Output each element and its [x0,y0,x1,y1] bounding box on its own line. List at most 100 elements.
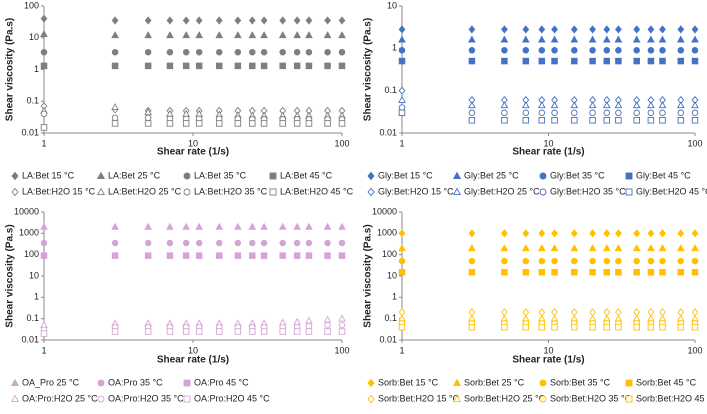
marker [615,257,622,265]
marker [398,57,406,65]
marker [677,117,685,124]
marker [248,31,257,39]
y-tick-label: 1 [392,43,397,53]
legend-marker [452,187,462,196]
x-tick-label: 10 [543,138,553,148]
marker [249,48,256,56]
marker [215,239,223,247]
marker [398,109,406,117]
marker [615,117,622,124]
marker [338,31,346,39]
legend-marker [625,379,633,387]
legend-marker [96,171,106,180]
marker [279,120,286,127]
marker [468,323,476,331]
marker [602,101,611,109]
legend-label: LA:Bet 25 °C [108,170,161,180]
marker [691,109,699,117]
marker [659,25,666,34]
marker [293,120,301,127]
marker [468,244,476,252]
marker [676,35,685,43]
marker [305,322,313,330]
marker [633,57,640,65]
marker [538,117,546,124]
marker [538,109,546,117]
marker [551,323,558,331]
marker [614,244,623,252]
marker [111,48,119,56]
marker [166,62,174,70]
marker [338,222,346,230]
marker [659,229,666,238]
y-tick-label: 100 [24,0,39,10]
marker [324,328,331,335]
marker [293,239,301,247]
marker [468,109,476,117]
legend-marker [11,171,19,181]
marker [279,239,286,247]
y-tick-label: 100 [382,249,397,259]
marker [537,101,546,109]
marker [551,268,558,276]
marker [260,222,268,230]
legend-label: OA_Pro 25 °C [22,377,80,387]
marker [293,62,301,70]
x-axis-label: Shear rate (1/s) [157,355,229,366]
legend-label: OA:Pro 35 °C [108,377,163,387]
marker [571,117,578,124]
x-tick-label: 1 [399,138,404,148]
marker [398,35,406,43]
marker [615,268,622,276]
marker [589,47,596,54]
marker [182,16,190,25]
marker [633,109,640,117]
marker [279,252,286,259]
marker [632,244,641,252]
y-tick-label: 1 [392,292,397,302]
marker [279,328,286,335]
marker [249,120,256,127]
marker [550,101,559,109]
marker [111,31,119,39]
marker [338,120,346,127]
marker [248,16,256,25]
marker [677,57,685,65]
marker [338,48,346,56]
legend-label: Gly:Bet 45 °C [636,170,691,180]
marker [324,120,331,127]
marker [305,316,313,324]
marker [603,323,611,331]
marker [468,117,476,124]
y-tick-label: 1000 [19,228,39,238]
marker [522,323,530,331]
marker [647,35,655,43]
marker [691,117,699,124]
legend-marker [11,187,19,197]
marker [278,31,287,39]
y-tick-label: 0.01 [379,127,397,137]
marker [293,328,301,335]
marker [550,35,559,43]
x-axis-label: Shear rate (1/s) [512,355,584,366]
marker [111,239,119,247]
marker [522,109,530,117]
legend-label: Gly:Bet 25 °C [464,170,519,180]
marker [293,317,301,325]
marker [40,110,48,118]
marker [305,222,313,230]
marker [659,117,666,124]
legend-marker [183,188,191,196]
y-tick-label: 0.1 [384,313,397,323]
marker [501,57,508,65]
marker [571,57,578,65]
marker [111,120,119,127]
marker [633,117,640,124]
marker [195,62,203,70]
marker [249,239,256,247]
marker [677,323,685,331]
marker [323,31,332,39]
marker [398,229,406,238]
marker [658,244,667,252]
